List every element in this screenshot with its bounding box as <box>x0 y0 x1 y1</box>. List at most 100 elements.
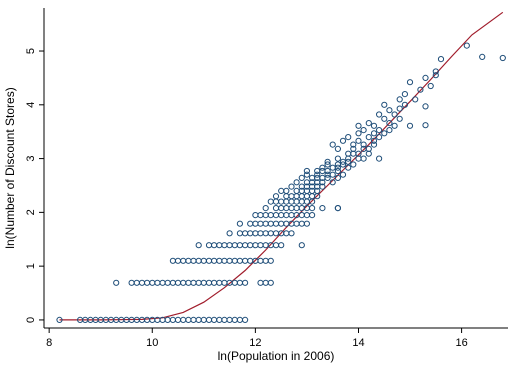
data-point <box>200 257 207 264</box>
data-point <box>303 220 310 227</box>
data-point <box>262 205 269 212</box>
data-point <box>128 279 135 286</box>
data-point <box>267 257 274 264</box>
data-point <box>247 220 254 227</box>
data-point <box>144 316 151 323</box>
data-point <box>278 242 285 249</box>
data-point <box>185 279 192 286</box>
data-point <box>293 187 300 194</box>
data-point <box>195 279 202 286</box>
data-point <box>205 257 213 264</box>
data-point <box>345 134 352 141</box>
data-point <box>257 279 264 286</box>
data-point <box>272 193 280 200</box>
data-point <box>211 242 218 249</box>
data-point <box>236 242 243 249</box>
data-point <box>396 96 403 103</box>
data-point <box>360 127 367 134</box>
data-point <box>293 193 300 200</box>
data-point <box>293 198 300 205</box>
data-point <box>396 105 403 112</box>
data-point <box>216 279 223 286</box>
y-axis-title: ln(Number of Discount Stores) <box>3 87 17 248</box>
data-point <box>164 279 171 286</box>
data-point <box>370 141 378 148</box>
data-point <box>298 212 305 219</box>
data-point <box>345 164 352 171</box>
data-point <box>267 230 274 237</box>
data-point <box>309 193 316 200</box>
data-point <box>278 198 285 205</box>
data-point <box>437 56 445 63</box>
x-tick-label: 10 <box>146 337 158 349</box>
data-point <box>180 257 187 264</box>
data-point <box>303 167 310 175</box>
data-point <box>298 220 305 227</box>
data-point <box>288 230 295 237</box>
data-point <box>319 179 326 186</box>
data-point <box>360 155 367 162</box>
data-point <box>381 101 388 108</box>
data-point <box>272 230 280 237</box>
data-point <box>370 122 378 129</box>
data-point <box>211 257 218 264</box>
y-tick-label: 3 <box>25 156 37 162</box>
data-point <box>401 101 408 108</box>
data-point <box>355 150 362 157</box>
data-point <box>159 279 166 286</box>
fit-line-layer <box>59 11 504 321</box>
data-point <box>174 316 182 323</box>
data-point <box>113 279 120 286</box>
data-point <box>247 230 254 237</box>
data-point <box>247 257 254 264</box>
y-axis-ticks: 0 1 2 3 4 5 <box>25 48 44 323</box>
data-point <box>386 120 393 127</box>
data-point <box>339 137 347 144</box>
data-point <box>396 115 403 122</box>
data-point <box>329 171 336 178</box>
data-point <box>432 72 439 79</box>
data-point <box>185 257 192 264</box>
data-point <box>252 230 259 237</box>
data-point <box>432 68 439 75</box>
data-point <box>262 220 269 227</box>
data-point <box>216 242 223 249</box>
data-point <box>211 316 218 323</box>
data-point <box>283 187 290 194</box>
data-point <box>314 167 321 175</box>
data-point <box>303 212 310 219</box>
data-point <box>164 316 171 323</box>
data-point <box>298 205 305 212</box>
data-point <box>272 205 280 212</box>
data-point <box>350 145 357 152</box>
data-point <box>242 316 249 323</box>
data-point <box>329 164 336 171</box>
data-point <box>195 242 202 249</box>
data-point <box>180 316 187 323</box>
data-point <box>278 220 285 227</box>
data-point <box>298 198 305 205</box>
data-point <box>221 257 228 264</box>
data-point <box>303 193 310 200</box>
data-point <box>272 212 280 219</box>
data-point <box>288 205 295 212</box>
data-point <box>324 174 331 181</box>
data-point <box>195 257 202 264</box>
data-point <box>412 96 419 103</box>
data-point <box>205 242 213 249</box>
data-point <box>355 137 362 144</box>
data-point <box>247 242 254 249</box>
data-point <box>242 230 249 237</box>
data-point <box>283 230 290 237</box>
fitted-line <box>59 11 504 321</box>
y-tick-label: 4 <box>25 102 37 108</box>
data-point <box>272 242 280 249</box>
data-point <box>339 171 347 178</box>
data-point <box>303 198 310 205</box>
data-point <box>376 111 383 118</box>
x-tick-label: 8 <box>46 337 52 349</box>
data-point <box>252 220 259 227</box>
data-point <box>190 279 197 286</box>
data-point <box>370 137 378 144</box>
data-point <box>272 198 280 205</box>
